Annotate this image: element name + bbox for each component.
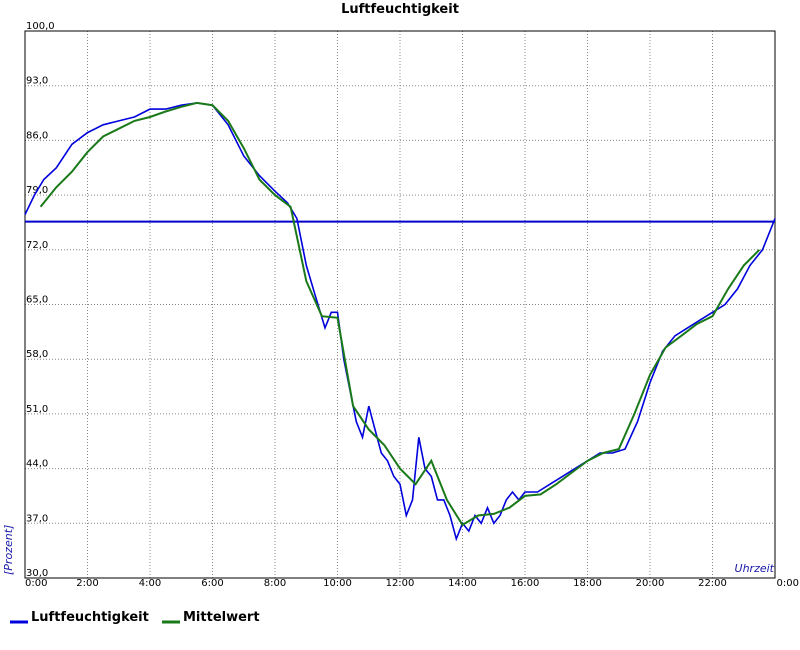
- grid: [25, 31, 775, 578]
- y-axis-label: [Prozent]: [2, 525, 15, 575]
- x-tick-label: 0:00: [25, 578, 47, 589]
- chart-title: Luftfeuchtigkeit: [341, 2, 459, 17]
- plot-border: [24, 30, 776, 579]
- y-axis-ticks: 30,037,044,051,058,065,072,079,086,093,0…: [26, 21, 55, 579]
- x-tick-label: 16:00: [511, 578, 540, 589]
- x-tick-label: 18:00: [573, 578, 602, 589]
- x-tick-label: 22:00: [698, 578, 727, 589]
- series-line-luftfeuchtigkeit: [24, 102, 776, 542]
- y-tick-label: 44,0: [26, 459, 48, 470]
- x-tick-label: 14:00: [448, 578, 477, 589]
- y-tick-label: 37,0: [26, 513, 48, 524]
- x-tick-label: 2:00: [76, 578, 98, 589]
- legend-label-luftfeuchtigkeit: Luftfeuchtigkeit: [31, 610, 149, 625]
- x-tick-label: 4:00: [139, 578, 161, 589]
- x-tick-label: 0:00: [777, 578, 799, 589]
- y-tick-label: 72,0: [26, 240, 48, 251]
- series-line-mittelwert: [39, 101, 761, 527]
- x-axis-label: Uhrzeit: [735, 562, 775, 575]
- x-tick-label: 12:00: [386, 578, 415, 589]
- x-tick-label: 6:00: [201, 578, 223, 589]
- y-tick-label: 93,0: [26, 76, 48, 87]
- y-tick-label: 51,0: [26, 404, 48, 415]
- legend-label-mittelwert: Mittelwert: [183, 610, 260, 625]
- x-tick-label: 10:00: [323, 578, 352, 589]
- y-tick-label: 58,0: [26, 349, 48, 360]
- x-axis-ticks: 0:00 2:00 4:00 6:00 8:00 10:00 12:00 14:00 16:00…: [25, 578, 799, 589]
- y-tick-label: 30,0: [26, 568, 48, 579]
- y-tick-label: 100,0: [26, 21, 55, 32]
- x-tick-label: 8:00: [264, 578, 286, 589]
- y-tick-label: 86,0: [26, 130, 48, 141]
- x-tick-label: 20:00: [636, 578, 665, 589]
- legend: Luftfeuchtigkeit Mittelwert: [10, 610, 260, 625]
- y-tick-label: 65,0: [26, 295, 48, 306]
